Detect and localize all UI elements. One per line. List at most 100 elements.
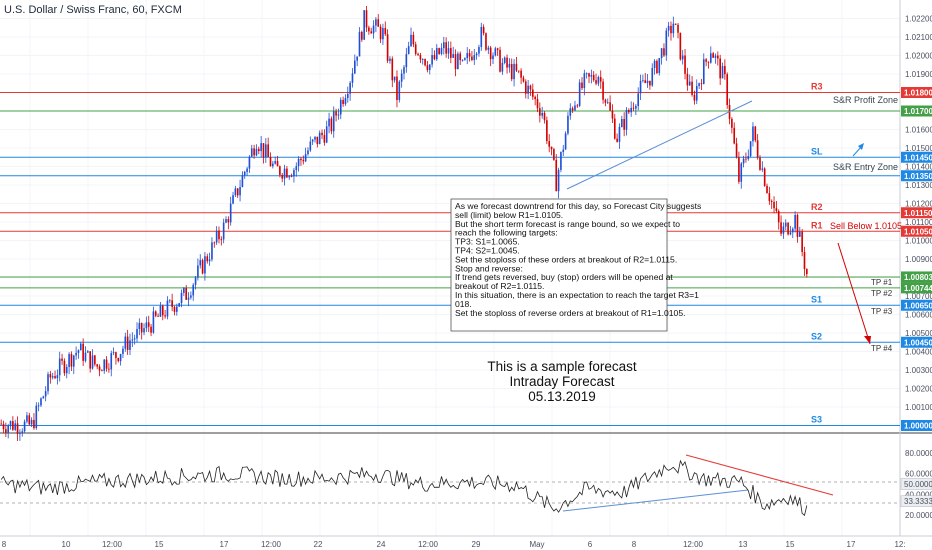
candle-body[interactable] xyxy=(768,193,771,201)
candle-body[interactable] xyxy=(131,339,134,341)
candle-body[interactable] xyxy=(447,48,450,54)
candle-body[interactable] xyxy=(494,48,497,56)
candle-body[interactable] xyxy=(253,148,255,156)
candle-body[interactable] xyxy=(119,354,122,362)
candle-body[interactable] xyxy=(12,421,14,430)
candle-body[interactable] xyxy=(775,208,778,211)
candle-body[interactable] xyxy=(171,300,173,307)
candle-body[interactable] xyxy=(384,28,387,35)
candle-body[interactable] xyxy=(522,77,525,82)
candle-body[interactable] xyxy=(560,152,562,170)
candle-body[interactable] xyxy=(213,242,216,244)
candle-body[interactable] xyxy=(412,34,415,45)
candle-body[interactable] xyxy=(351,73,354,83)
candle-body[interactable] xyxy=(651,68,654,86)
candle-body[interactable] xyxy=(496,48,499,50)
candle-body[interactable] xyxy=(637,93,640,107)
candle-body[interactable] xyxy=(91,355,94,369)
candle-body[interactable] xyxy=(482,26,485,34)
candle-body[interactable] xyxy=(208,259,211,262)
candle-body[interactable] xyxy=(426,65,429,70)
candle-body[interactable] xyxy=(361,31,363,40)
candle-body[interactable] xyxy=(40,398,42,406)
candle-body[interactable] xyxy=(705,59,707,62)
candle-body[interactable] xyxy=(115,352,117,359)
candle-body[interactable] xyxy=(726,74,729,106)
candle-body[interactable] xyxy=(358,31,361,57)
candle-body[interactable] xyxy=(279,166,281,175)
candle-body[interactable] xyxy=(524,81,527,94)
candle-body[interactable] xyxy=(527,85,529,94)
candle-body[interactable] xyxy=(585,73,588,75)
oscillator-trendline-support[interactable] xyxy=(562,489,749,512)
candle-body[interactable] xyxy=(272,163,274,167)
trendlines[interactable] xyxy=(566,100,871,345)
candle-body[interactable] xyxy=(644,80,647,84)
candle-body[interactable] xyxy=(0,423,2,425)
candle-body[interactable] xyxy=(5,429,7,433)
candle-body[interactable] xyxy=(794,214,796,229)
candle-body[interactable] xyxy=(84,352,87,361)
candles[interactable] xyxy=(0,6,808,442)
candle-body[interactable] xyxy=(735,143,738,158)
candle-body[interactable] xyxy=(745,158,747,160)
candle-body[interactable] xyxy=(368,27,370,32)
candle-body[interactable] xyxy=(623,119,625,130)
candle-body[interactable] xyxy=(473,55,476,61)
candle-body[interactable] xyxy=(442,42,445,49)
candle-body[interactable] xyxy=(54,376,56,379)
candle-body[interactable] xyxy=(194,277,197,285)
candle-body[interactable] xyxy=(531,89,534,97)
candle-body[interactable] xyxy=(103,359,106,371)
candle-body[interactable] xyxy=(70,354,73,367)
candle-body[interactable] xyxy=(796,214,799,237)
candle-body[interactable] xyxy=(372,25,375,34)
candle-body[interactable] xyxy=(576,105,579,107)
candle-body[interactable] xyxy=(297,158,300,167)
candle-body[interactable] xyxy=(295,166,298,171)
candle-body[interactable] xyxy=(749,141,752,157)
candle-body[interactable] xyxy=(499,49,501,72)
candle-body[interactable] xyxy=(784,222,787,227)
candle-body[interactable] xyxy=(187,297,190,300)
candle-body[interactable] xyxy=(681,55,684,60)
candle-body[interactable] xyxy=(147,322,150,327)
candle-body[interactable] xyxy=(290,176,293,177)
candle-body[interactable] xyxy=(400,73,403,82)
candle-body[interactable] xyxy=(133,338,136,340)
candle-body[interactable] xyxy=(468,53,471,57)
candle-body[interactable] xyxy=(489,47,492,60)
candle-body[interactable] xyxy=(248,156,251,169)
candle-body[interactable] xyxy=(77,350,80,353)
candle-body[interactable] xyxy=(124,336,127,349)
oscillator-axis[interactable]: 80.0000 60.0000 40.0000 20.0000 50.0000 33.33… xyxy=(900,449,932,520)
candle-body[interactable] xyxy=(363,10,366,40)
candle-body[interactable] xyxy=(42,396,45,399)
candle-body[interactable] xyxy=(140,323,143,333)
candle-body[interactable] xyxy=(620,119,623,128)
candle-body[interactable] xyxy=(82,343,84,361)
candle-body[interactable] xyxy=(323,135,326,143)
candle-body[interactable] xyxy=(28,415,31,425)
candle-body[interactable] xyxy=(110,353,113,370)
candle-body[interactable] xyxy=(592,74,595,81)
candle-body[interactable] xyxy=(89,351,91,369)
candle-body[interactable] xyxy=(574,105,576,111)
candle-body[interactable] xyxy=(761,168,764,170)
candle-body[interactable] xyxy=(72,355,75,367)
candle-body[interactable] xyxy=(332,111,335,132)
candle-body[interactable] xyxy=(288,176,291,178)
candle-body[interactable] xyxy=(569,108,572,116)
candle-body[interactable] xyxy=(712,53,714,58)
candle-body[interactable] xyxy=(433,55,436,60)
candle-body[interactable] xyxy=(393,76,396,81)
candle-body[interactable] xyxy=(578,82,581,106)
candle-body[interactable] xyxy=(777,210,780,223)
candle-body[interactable] xyxy=(229,203,232,223)
candle-body[interactable] xyxy=(379,26,382,40)
candle-body[interactable] xyxy=(330,118,333,132)
candle-body[interactable] xyxy=(2,423,5,430)
candle-body[interactable] xyxy=(37,405,40,407)
candle-body[interactable] xyxy=(635,106,637,109)
candle-body[interactable] xyxy=(222,222,225,240)
